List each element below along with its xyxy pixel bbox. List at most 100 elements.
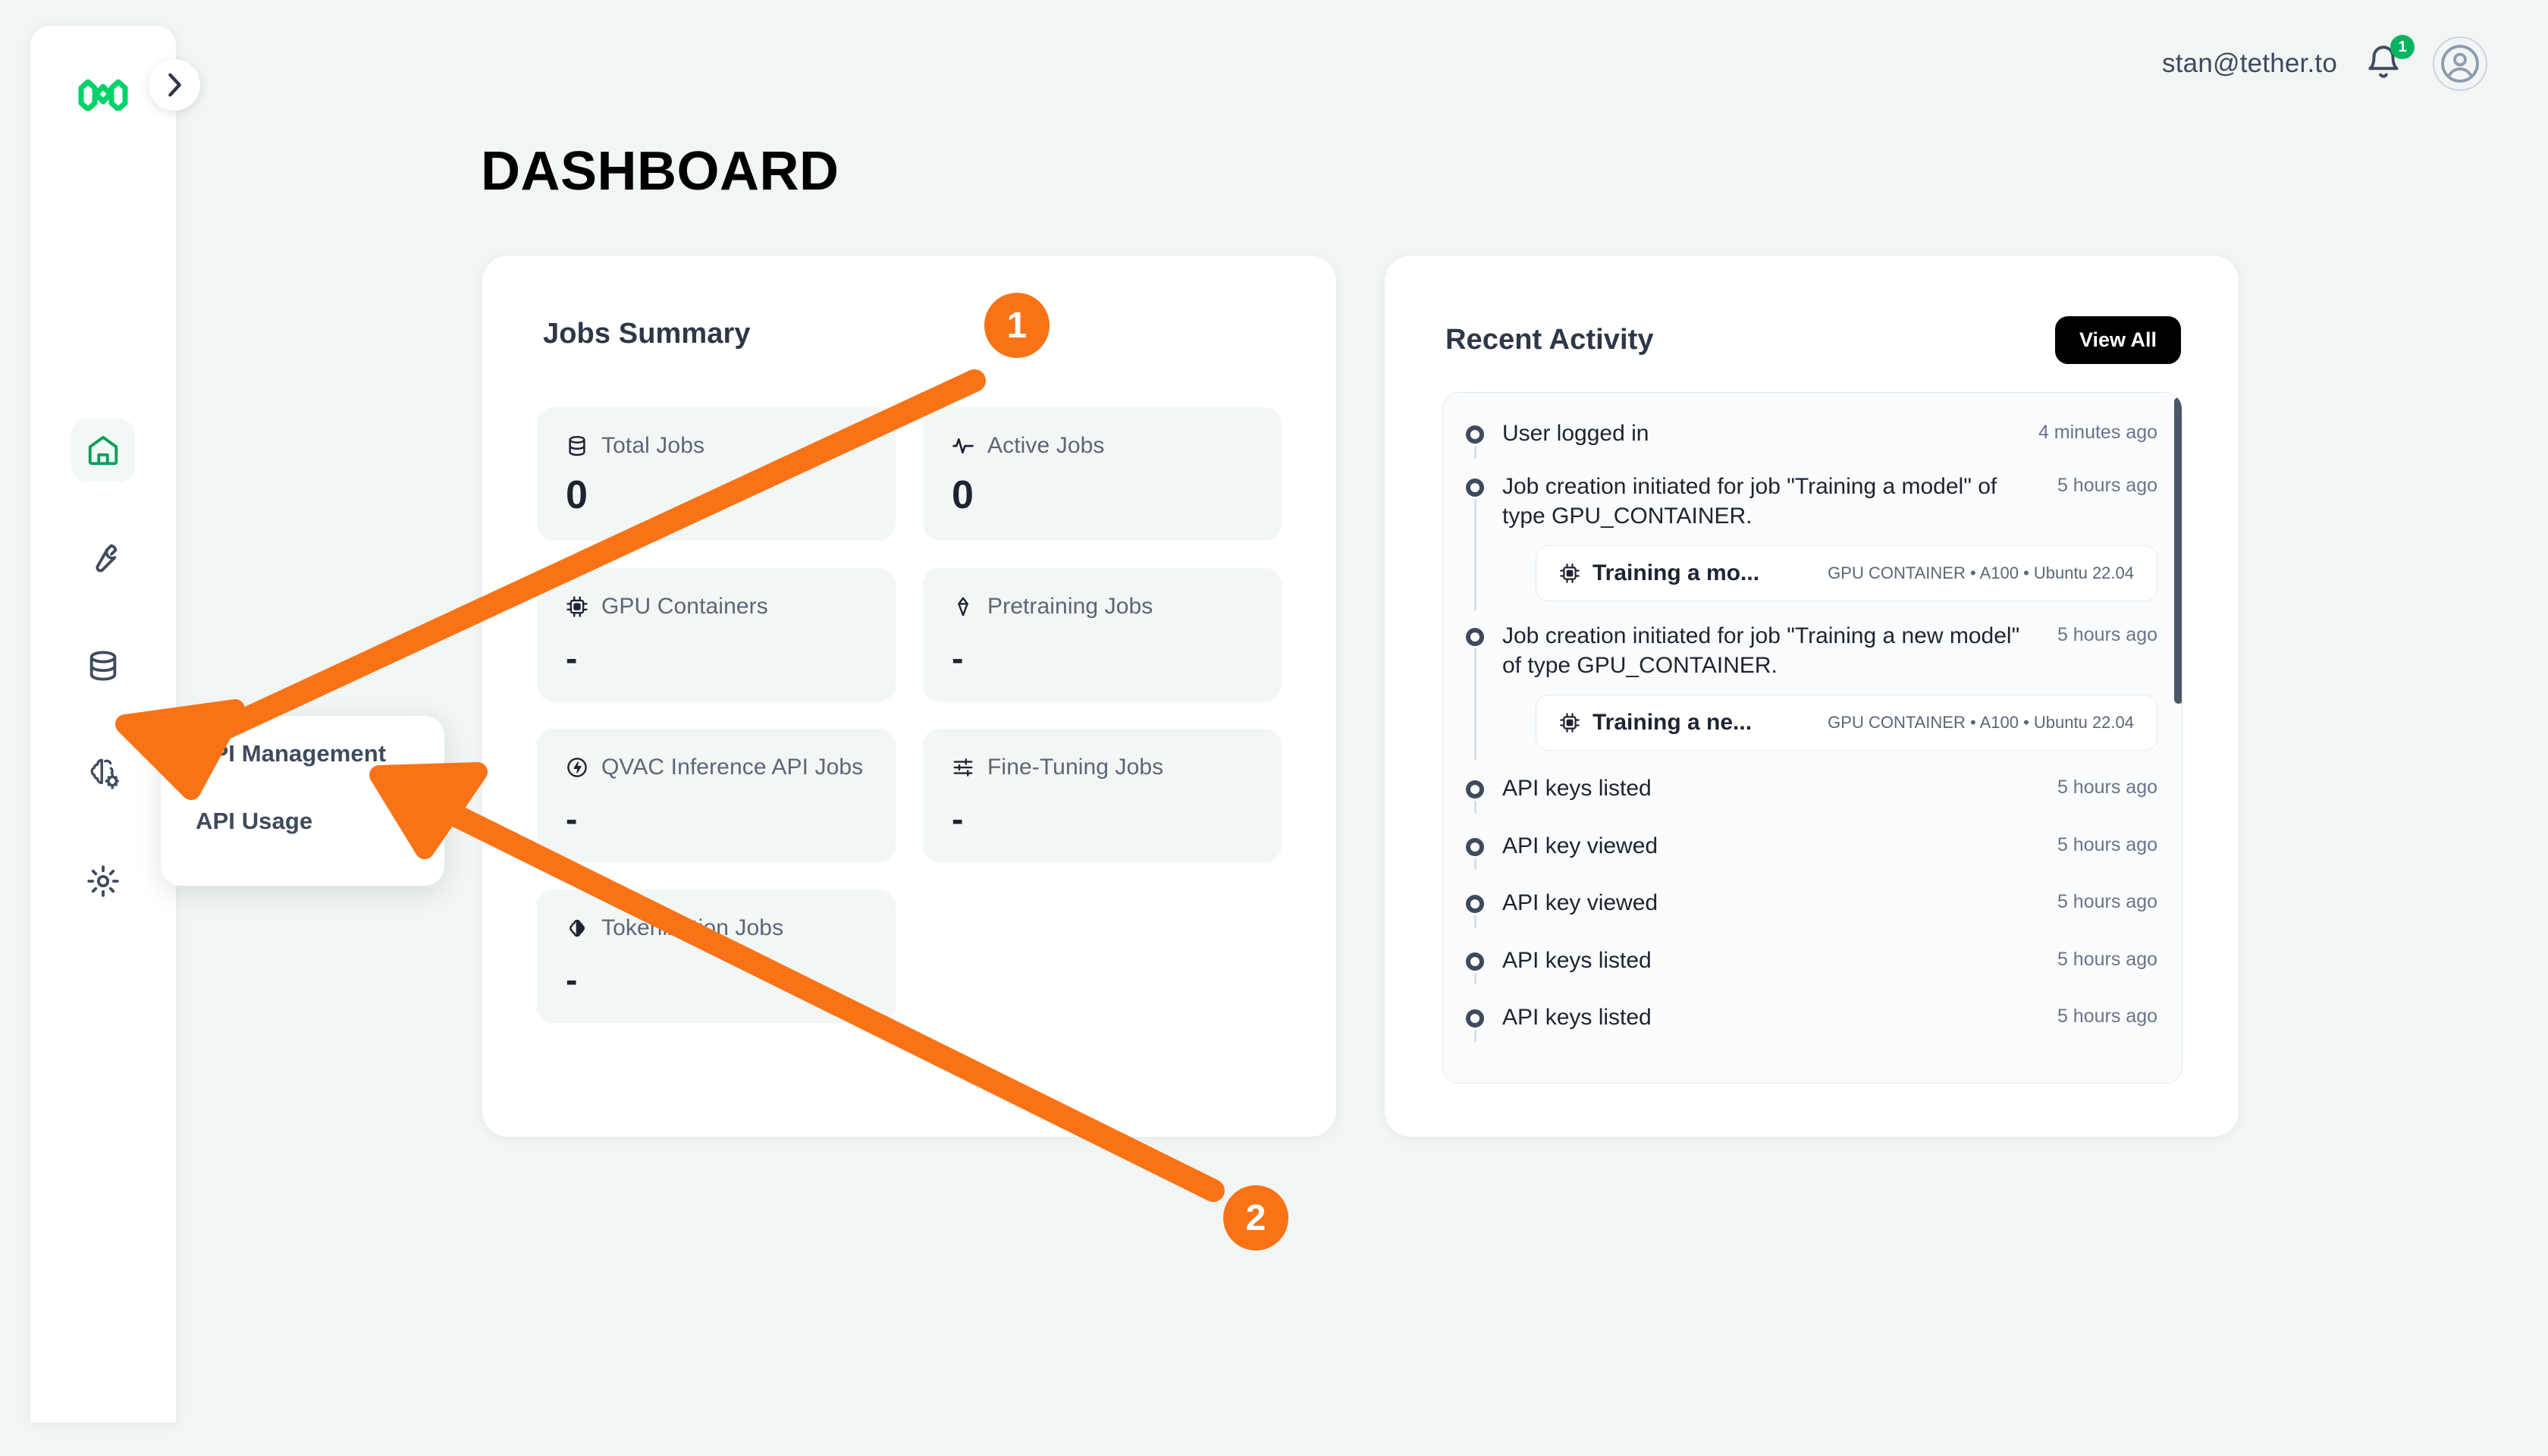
flyout-item-api-management[interactable]: API Management [196,740,387,767]
database-icon [569,435,585,457]
annotation-badge-2: 2 [1223,1185,1288,1250]
activity-time: 5 hours ago [2057,948,2157,970]
stat-card-active-jobs[interactable]: Active Jobs 0 [923,407,1282,541]
app-logo[interactable] [71,73,135,115]
recent-activity-title: Recent Activity [1445,324,1654,356]
api-management-flyout-menu: API Management API Usage [161,716,444,886]
activity-time: 5 hours ago [2057,891,2157,913]
stat-card-tokenization-jobs[interactable]: Tokenization Jobs - [537,890,896,1023]
sidebar-item-settings[interactable] [71,849,135,913]
cpu-icon [1560,713,1580,733]
activity-job-chip[interactable]: Training a ne... GPU CONTAINER • A100 • … [1536,694,2157,751]
stat-value: - [566,639,578,678]
timeline-dot [1466,1009,1484,1028]
activity-text: API keys listed [1502,947,1652,973]
stat-label: GPU Containers [601,594,768,619]
user-avatar-icon [2441,45,2479,83]
diamond-icon [958,597,968,617]
stat-value: - [952,639,964,678]
sidebar-item-api-management[interactable] [71,742,135,805]
stat-label: Fine-Tuning Jobs [987,755,1164,780]
sidebar-nav [71,419,135,913]
activity-time: 5 hours ago [2057,474,2157,496]
stat-value: 0 [952,473,974,517]
activity-text: User logged in [1502,421,1649,446]
timeline-line [1474,446,1476,458]
stat-value: 0 [566,473,588,517]
user-avatar-button[interactable] [2433,36,2487,91]
stat-label: QVAC Inference API Jobs [601,755,864,780]
notification-badge: 1 [2390,35,2415,59]
stat-card-total-jobs[interactable]: Total Jobs 0 [537,407,896,541]
activity-scrollbar[interactable] [2174,393,2182,1083]
activity-text: API key viewed [1502,890,1658,916]
job-chip-name: Training a ne... [1592,709,1753,735]
activity-text: API key viewed [1502,833,1658,858]
stat-card-qvac-inference-api-jobs[interactable]: QVAC Inference API Jobs - [537,729,896,862]
job-chip-name: Training a mo... [1592,560,1760,585]
chevron-right-icon [168,73,181,97]
activity-item[interactable]: API keys listed 5 hours ago [1466,774,2157,813]
timeline-line [1474,1030,1476,1042]
stat-label: Pretraining Jobs [987,594,1153,619]
database-icon [89,651,117,681]
stat-value: - [566,960,578,999]
activity-item[interactable]: Job creation initiated for job "Training… [1466,621,2157,760]
timeline-line [1474,648,1476,760]
stat-value: - [566,799,578,839]
stat-card-pretraining-jobs[interactable]: Pretraining Jobs - [923,568,1282,701]
flyout-item-api-usage[interactable]: API Usage [196,808,313,834]
sidebar-collapse-button[interactable] [149,59,200,111]
recent-activity-panel: Recent Activity View All User logged in … [1385,256,2239,1137]
stat-card-gpu-containers[interactable]: GPU Containers - [537,568,896,701]
bell-icon [2368,46,2399,78]
page-title: DASHBOARD [481,141,839,202]
activity-text: API keys listed [1502,775,1652,801]
wrench-icon [96,544,118,573]
brain-cog-icon [90,758,119,789]
activity-time: 5 hours ago [2057,833,2157,855]
activity-list[interactable]: User logged in 4 minutes ago Job creatio… [1442,392,2182,1084]
stat-value: - [952,799,964,839]
timeline-dot [1466,425,1484,444]
recent-activity-header: Recent Activity View All [1445,316,2181,364]
activity-icon [952,438,974,454]
timeline-line [1474,800,1476,813]
activity-text: Job creation initiated for job "Training… [1502,473,1997,529]
jobs-summary-panel: Jobs Summary Total Jobs 0 [482,256,1336,1137]
gear-icon [87,865,119,897]
activity-item[interactable]: API keys listed 5 hours ago [1466,946,2157,985]
cpu-icon [566,596,588,617]
top-header: stan@tether.to 1 [2162,35,2487,91]
timeline-line [1474,498,1476,610]
sidebar-item-tools[interactable] [71,526,135,590]
activity-item[interactable]: API key viewed 5 hours ago [1466,888,2157,927]
zap-circle-icon [567,758,587,777]
activity-scrollbar-thumb[interactable] [2174,397,2182,704]
timeline-line [1474,858,1476,871]
infinity-logo-icon [78,79,128,111]
stat-card-fine-tuning-jobs[interactable]: Fine-Tuning Jobs - [923,729,1282,862]
jobs-summary-title: Jobs Summary [543,318,751,350]
activity-item[interactable]: User logged in 4 minutes ago [1466,419,2157,458]
activity-item[interactable]: API key viewed 5 hours ago [1466,831,2157,871]
timeline-dot [1466,627,1484,646]
timeline-line [1474,915,1476,927]
timeline-line [1474,972,1476,985]
user-email: stan@tether.to [2162,49,2337,78]
view-all-button[interactable]: View All [2054,316,2181,364]
activity-time: 4 minutes ago [2038,422,2157,443]
sidebar-item-home[interactable] [71,419,135,482]
activity-text: Job creation initiated for job "Training… [1502,623,2020,679]
timeline-dot [1466,780,1484,799]
brain-icon [570,919,585,937]
activity-job-chip[interactable]: Training a mo... GPU CONTAINER • A100 • … [1536,544,2157,601]
sidebar [30,26,176,1423]
notifications-button[interactable]: 1 [2364,35,2415,85]
cpu-icon [1560,563,1580,583]
stat-label: Active Jobs [987,433,1105,458]
activity-item[interactable]: Job creation initiated for job "Training… [1466,472,2157,610]
sidebar-item-data[interactable] [71,634,135,698]
activity-item[interactable]: API keys listed 5 hours ago [1466,1003,2157,1042]
